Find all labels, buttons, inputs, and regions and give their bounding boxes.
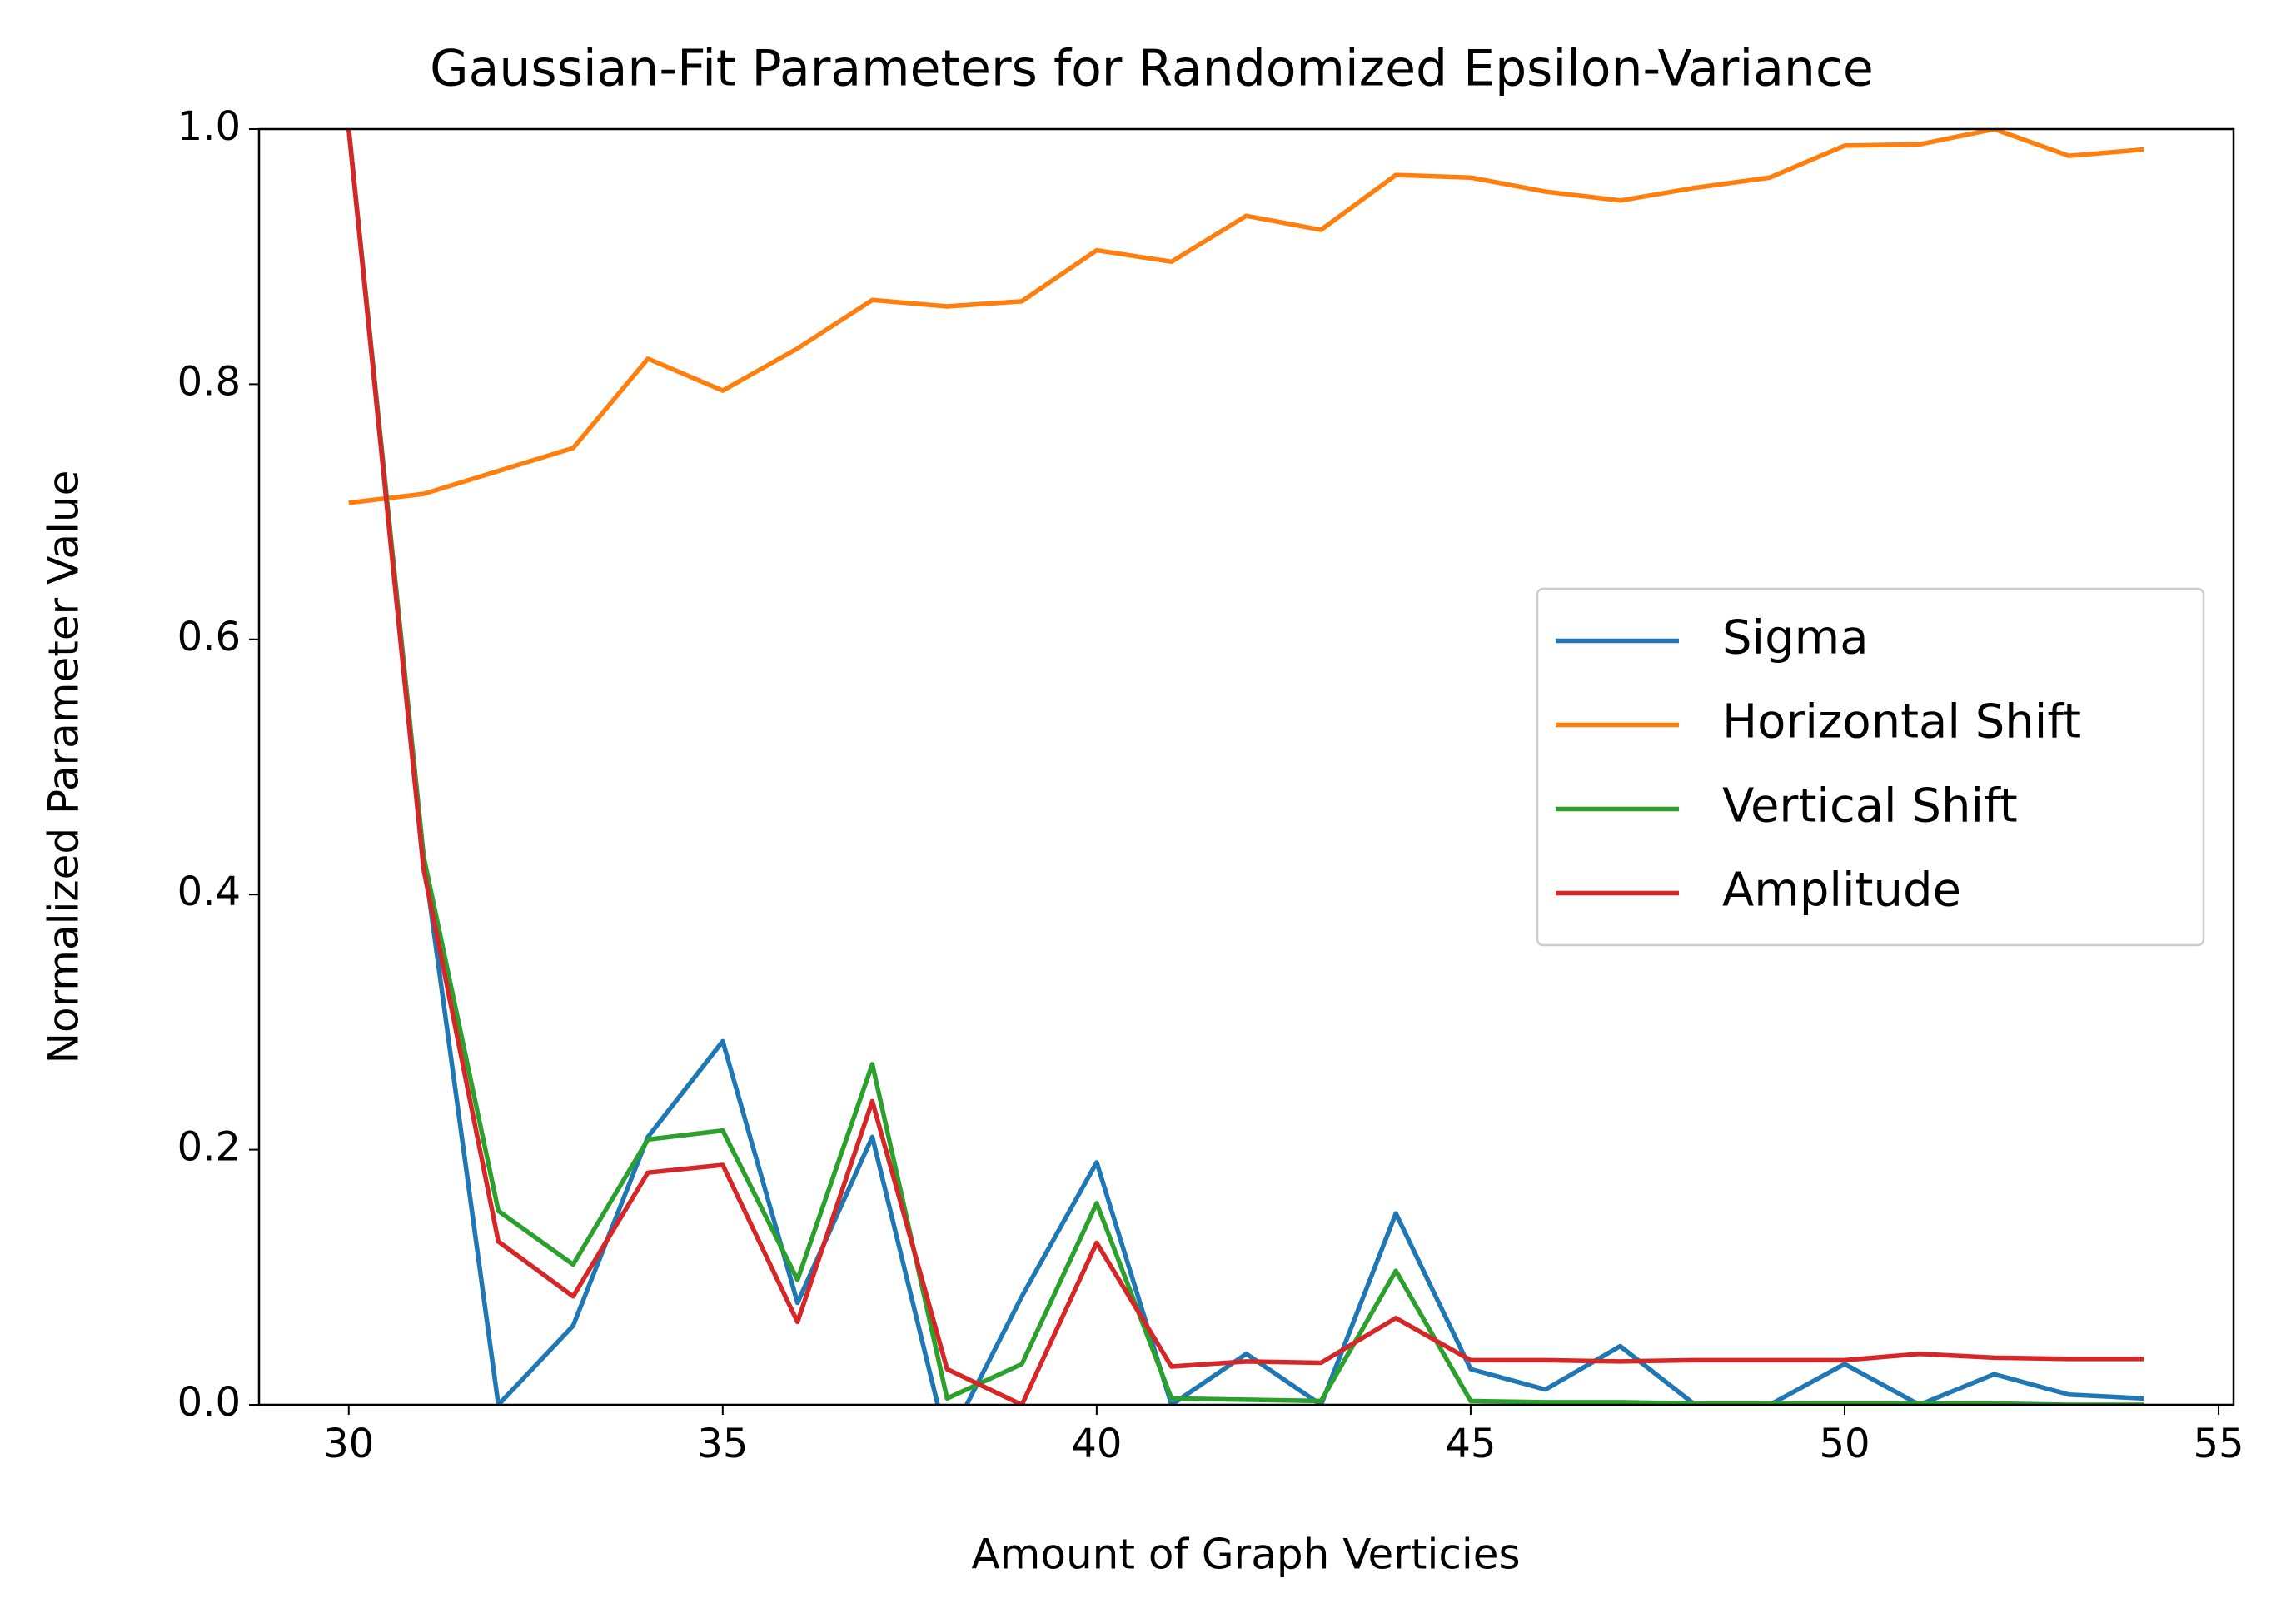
x-tick-label: 40: [1071, 1421, 1122, 1467]
y-tick-label: 0.0: [177, 1379, 241, 1426]
legend-label: Vertical Shift: [1722, 779, 2018, 834]
y-tick-label: 0.4: [177, 869, 241, 915]
series-line: [346, 129, 2144, 1405]
x-tick-label: 55: [2193, 1421, 2244, 1467]
legend-label: Amplitude: [1722, 864, 1961, 918]
y-tick-label: 0.8: [177, 358, 241, 405]
series-line: [346, 129, 2144, 1405]
x-tick-label: 45: [1445, 1421, 1496, 1467]
legend-label: Sigma: [1722, 611, 1869, 665]
y-tick-label: 0.2: [177, 1124, 241, 1171]
legend-box: [1536, 587, 2205, 947]
series-line: [346, 129, 2144, 1405]
x-tick-label: 35: [697, 1421, 748, 1467]
x-axis-label: Amount of Graph Verticies: [971, 1531, 1520, 1579]
plot-area: [346, 129, 2144, 1405]
legend-label: Horizontal Shift: [1722, 695, 2081, 749]
plot-frame: [257, 127, 2235, 1406]
y-tick-label: 0.6: [177, 614, 241, 660]
y-axis-label: Normalized Parameter Value: [40, 470, 88, 1064]
x-tick-label: 50: [1819, 1421, 1870, 1467]
y-tick-label: 1.0: [177, 103, 241, 150]
series-line: [348, 129, 2144, 505]
x-tick-label: 30: [323, 1421, 374, 1467]
chart-title: Gaussian-Fit Parameters for Randomized E…: [430, 40, 1874, 98]
